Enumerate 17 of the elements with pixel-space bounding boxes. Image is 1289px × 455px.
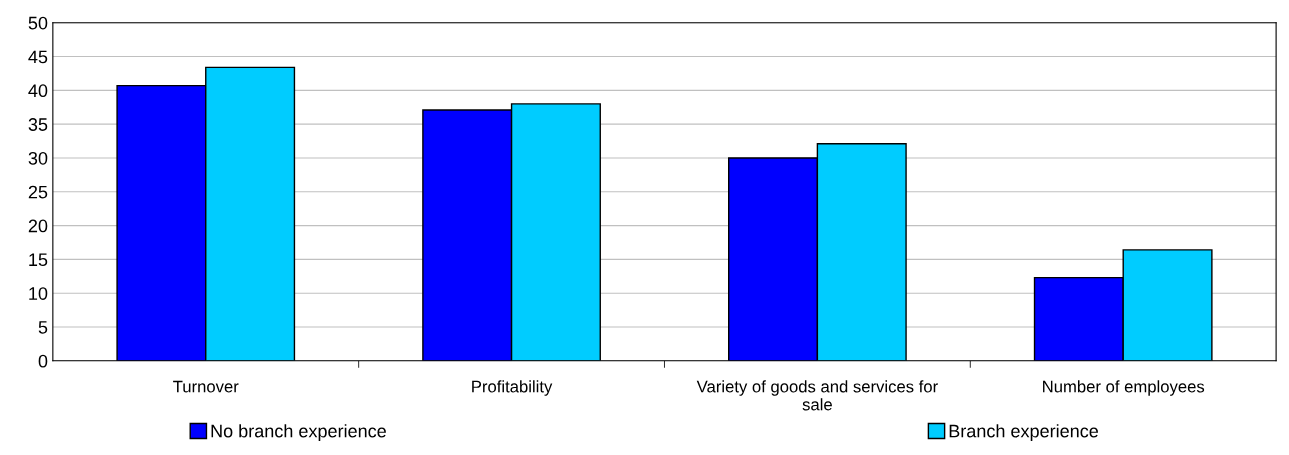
x-tick-label: Number of employees [1043,380,1205,396]
y-tick-label: 10 [29,287,48,300]
y-tick-label: 50 [28,16,48,30]
y-tick-label: 20 [28,219,48,233]
x-tick-label: Variety of goods and services for sale [696,380,938,411]
y-tick-label: 25 [28,185,48,199]
y-tick-label: 45 [28,50,48,64]
y-tick-label: 35 [28,118,48,131]
y-tick-label: 5 [38,321,48,334]
x-tick-label: Profitability [472,380,553,396]
y-tick-label: 15 [29,253,48,267]
y-tick-label: 0 [38,354,48,368]
legend-label: Branch experience [949,424,1098,442]
legend-label: No branch experience [211,424,386,442]
y-tick-label: 30 [28,151,48,165]
y-tick-label: 40 [28,84,48,98]
x-tick-label: Turnover [173,380,239,393]
